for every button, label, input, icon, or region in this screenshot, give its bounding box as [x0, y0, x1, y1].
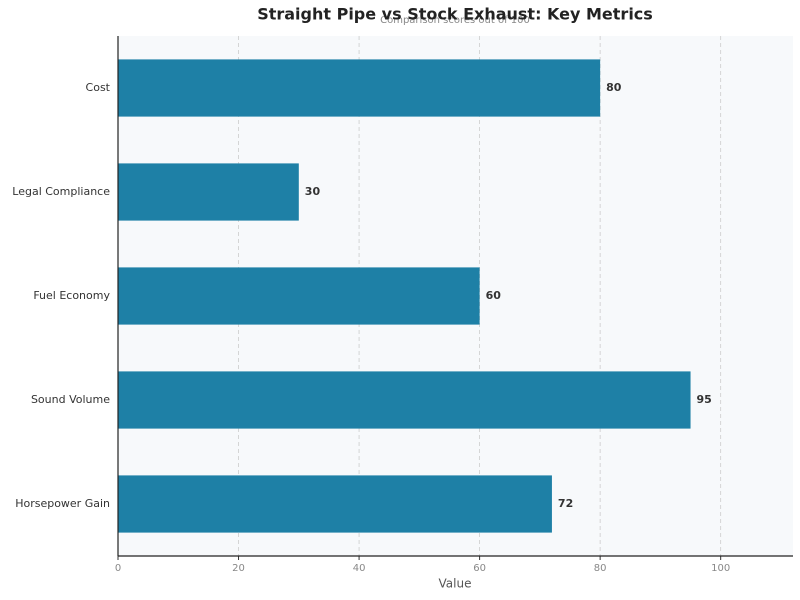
bar — [118, 475, 552, 533]
y-tick-label: Legal Compliance — [12, 185, 110, 198]
x-tick-label: 100 — [711, 563, 730, 574]
chart-title: Straight Pipe vs Stock Exhaust: Key Metr… — [257, 5, 653, 24]
data-label: 60 — [486, 289, 502, 302]
x-tick-label: 0 — [115, 563, 121, 574]
x-tick-label: 80 — [594, 563, 607, 574]
x-axis-label: Value — [439, 577, 472, 591]
data-label: 72 — [558, 497, 573, 510]
x-tick-label: 60 — [473, 563, 486, 574]
bar — [118, 371, 691, 429]
y-tick-label: Cost — [86, 81, 111, 94]
data-label: 95 — [697, 393, 712, 406]
x-tick-label: 40 — [353, 563, 366, 574]
y-tick-label: Sound Volume — [31, 393, 110, 406]
bar — [118, 163, 299, 221]
x-tick-label: 20 — [232, 563, 245, 574]
y-tick-label: Horsepower Gain — [15, 497, 110, 510]
chart-subtitle: Comparison scores out of 100 — [380, 15, 530, 26]
bar — [118, 267, 480, 325]
data-label: 80 — [606, 81, 622, 94]
data-label: 30 — [305, 185, 321, 198]
y-tick-label: Fuel Economy — [33, 289, 110, 302]
bar — [118, 59, 601, 117]
